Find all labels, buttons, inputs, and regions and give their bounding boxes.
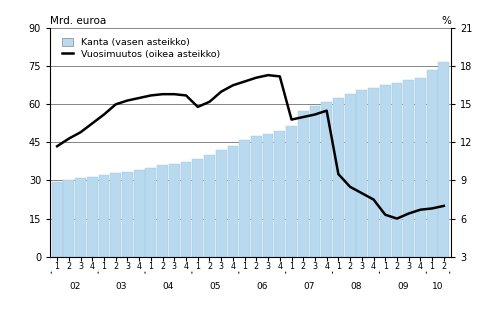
Bar (368, 88, 379, 257)
Text: 08: 08 (350, 282, 362, 291)
Bar (192, 159, 203, 257)
Text: 09: 09 (397, 282, 409, 291)
Bar (157, 165, 168, 257)
Bar (169, 164, 180, 257)
Bar (239, 140, 250, 257)
Bar (64, 180, 74, 257)
Bar (216, 150, 226, 257)
Bar (181, 162, 191, 257)
Bar (110, 173, 121, 257)
Bar (275, 131, 285, 257)
Bar (415, 78, 426, 257)
Bar (204, 155, 215, 257)
Text: 05: 05 (209, 282, 221, 291)
Bar (75, 178, 86, 257)
Text: 07: 07 (303, 282, 315, 291)
Text: 10: 10 (432, 282, 444, 291)
Bar (298, 111, 309, 257)
Bar (227, 146, 238, 257)
Text: 06: 06 (257, 282, 268, 291)
Bar (356, 90, 367, 257)
Bar (52, 182, 63, 257)
Text: 04: 04 (163, 282, 174, 291)
Bar (87, 177, 98, 257)
Bar (427, 70, 437, 257)
Legend: Kanta (vasen asteikko), Vuosimuutos (oikea asteikko): Kanta (vasen asteikko), Vuosimuutos (oik… (59, 35, 222, 62)
Bar (345, 94, 356, 257)
Bar (286, 126, 297, 257)
Bar (251, 136, 262, 257)
Bar (333, 98, 344, 257)
Bar (438, 63, 449, 257)
Bar (380, 85, 391, 257)
Text: 03: 03 (116, 282, 127, 291)
Bar (403, 80, 414, 257)
Bar (122, 172, 133, 257)
Bar (99, 175, 109, 257)
Bar (134, 170, 145, 257)
Bar (392, 83, 402, 257)
Text: Mrd. euroa: Mrd. euroa (50, 16, 106, 26)
Bar (145, 168, 156, 257)
Text: 02: 02 (69, 282, 80, 291)
Text: %: % (441, 16, 451, 26)
Bar (263, 134, 274, 257)
Bar (321, 102, 332, 257)
Bar (310, 105, 320, 257)
